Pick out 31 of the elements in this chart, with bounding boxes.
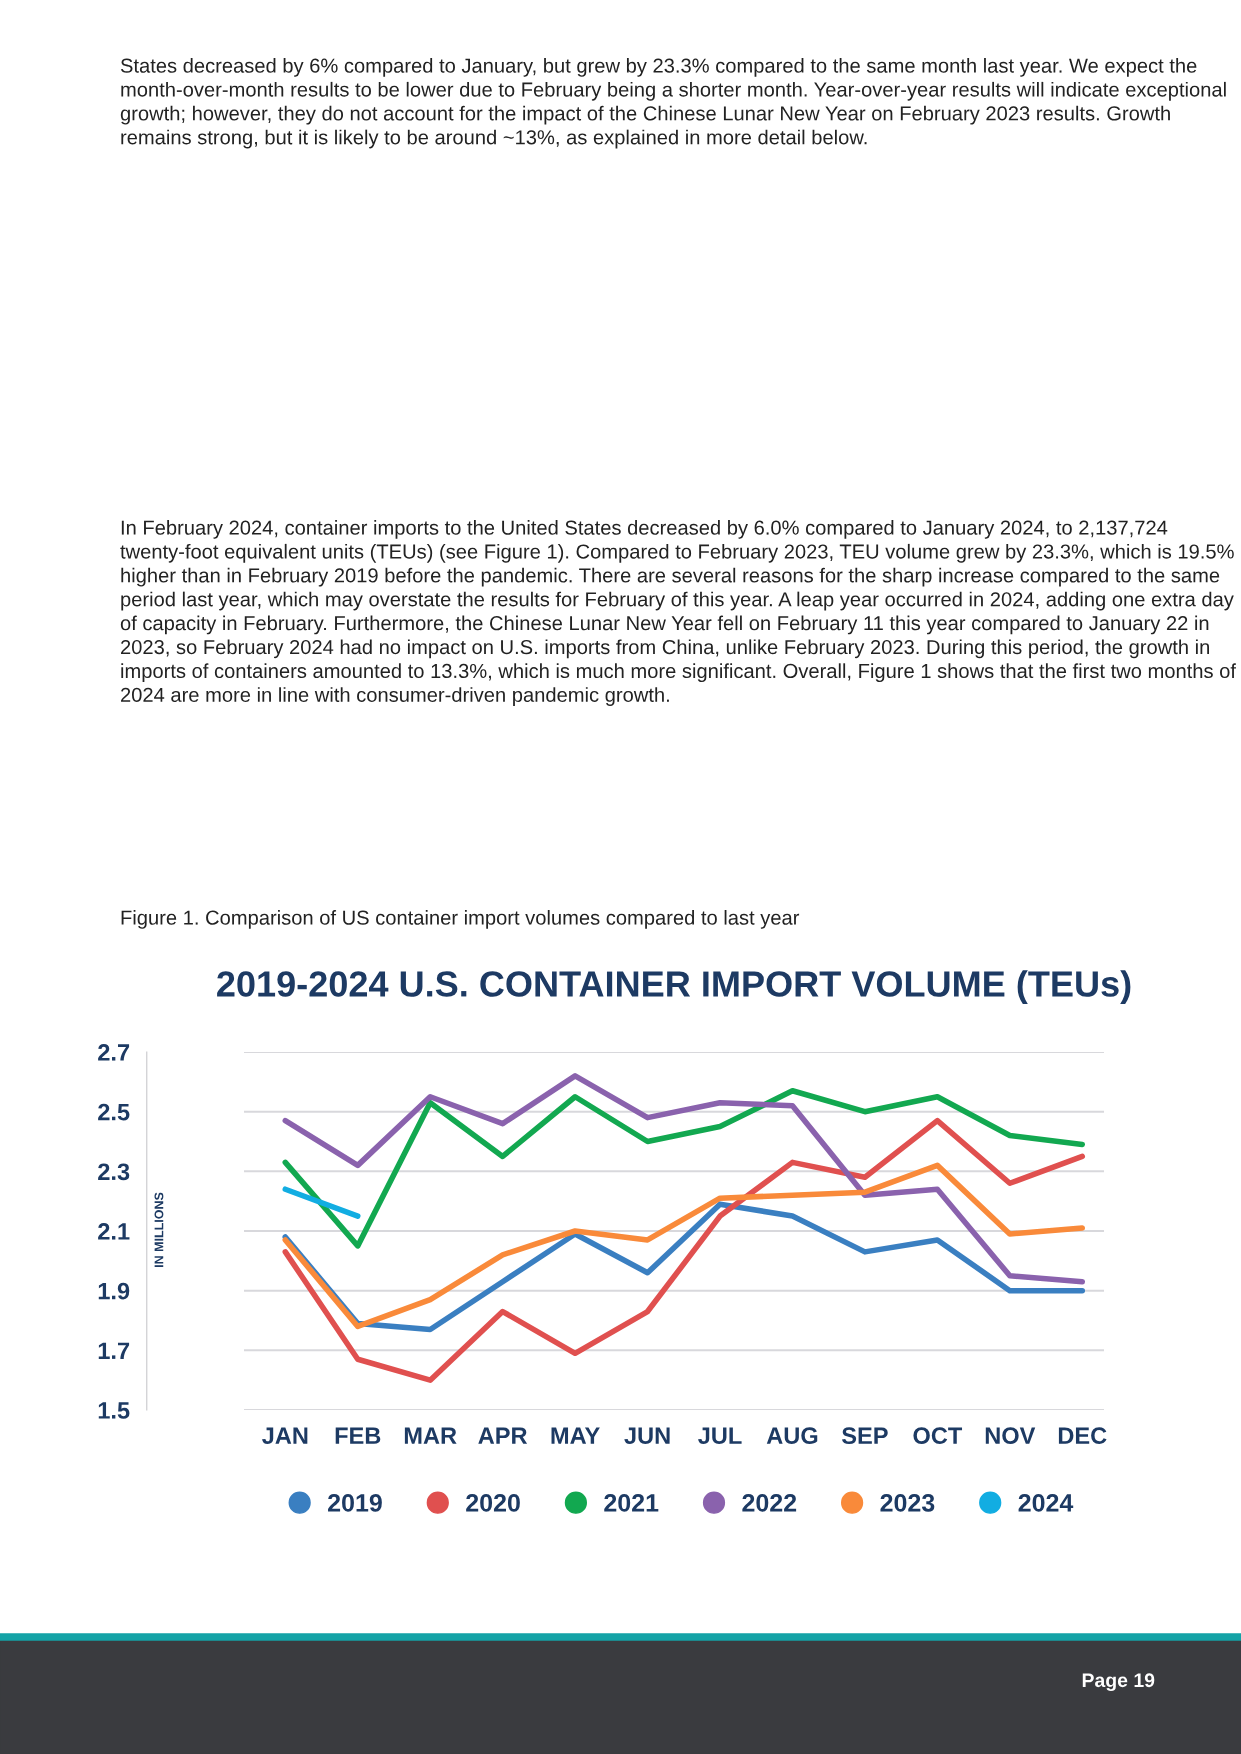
x-tick-label: DEC	[1058, 1427, 1107, 1445]
y-tick-label: 1.9	[98, 1282, 130, 1300]
text: Page 19	[1082, 1673, 1155, 1692]
x-tick-label: AUG	[766, 1427, 818, 1445]
legend-label: 2022	[742, 1494, 797, 1512]
y-tick-label: 2.1	[98, 1223, 130, 1240]
text: In February 2024, container imports to the United States decreased by 6.0% compared to January 2024, to 2,137,724 twenty-foot equivalent units (TEUs) (see Figure 1). Compared to February 2023, TEU volume grew by 23.3%, which is 19.5% higher than in February 2019 before the pandemic. There are several reasons for the sharp increase compared to the same period last year, which may overstate the results for February of this year. A leap year occurred in 2024, adding one extra day of capacity in February. Furthermore, the Chinese Lunar New Year fell on February 11 this year compared to January 22 in 2023, so February 2024 had no impact on U.S. imports from China, unlike February 2023. During this period, the growth in imports of containers amounted to 13.3%, which is much more significant. Overall, Figure 1 shows that the first two months of 2024 are more in line with consumer-driven pandemic growth.	[120, 520, 1236, 706]
legend-label: 2019	[328, 1494, 382, 1512]
y-tick-label: 1.5	[98, 1402, 130, 1419]
legend-label: 2024	[1018, 1494, 1074, 1512]
x-tick-label: JAN	[262, 1427, 308, 1445]
legend-label: 2023	[880, 1494, 935, 1512]
x-tick-label: APR	[478, 1427, 528, 1444]
caption: Figure 1. Comparison of US container import volumes compared to last year	[121, 910, 800, 929]
x-tick-label: OCT	[913, 1427, 963, 1445]
legend-label: 2020	[466, 1494, 520, 1512]
x-tick-label: SEP	[841, 1427, 888, 1445]
y-tick-label: 2.3	[98, 1163, 130, 1181]
chart-title: 2019-2024 U.S. CONTAINER IMPORT VOLUME (TEUs)	[217, 970, 1131, 1004]
y-tick-label: 2.5	[98, 1103, 130, 1121]
x-tick-label: MAY	[551, 1427, 600, 1444]
y-tick-label: 1.7	[98, 1342, 130, 1359]
legend-label: 2021	[604, 1494, 659, 1512]
x-tick-label: MAR	[404, 1427, 457, 1444]
x-tick-label: JUN	[624, 1427, 670, 1445]
x-tick-label: JUL	[698, 1427, 742, 1445]
text: States decreased by 6% compared to January, but grew by 23.3% compared to the same month last year. We expect the month-over-month results to be lower due to February being a shorter month. Year-over-year results will indicate exceptional growth; however, they do not account for the impact of the Chinese Lunar New Year on February 2023 results. Growth remains strong, but it is likely to be around ~13%, as explained in more detail below.	[120, 58, 1226, 149]
x-tick-label: NOV	[985, 1427, 1036, 1445]
x-tick-label: FEB	[335, 1427, 381, 1444]
y-tick-label: 2.7	[98, 1044, 130, 1061]
y-axis-title: IN MILLIONS	[154, 1192, 164, 1268]
